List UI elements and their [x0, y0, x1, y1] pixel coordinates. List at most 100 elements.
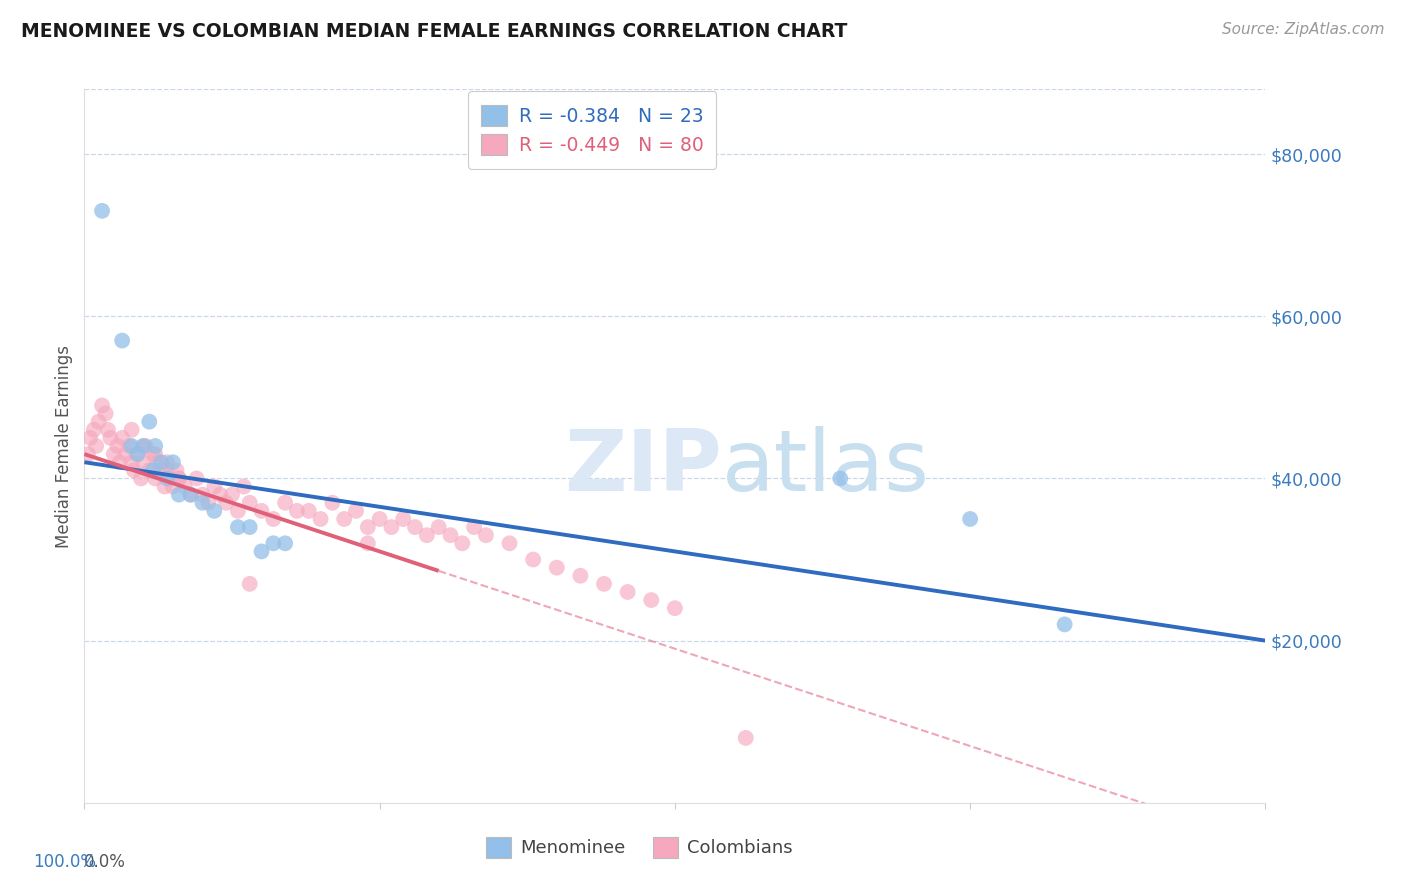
Point	[226, 504, 249, 518]
Point	[416, 528, 439, 542]
Y-axis label: Median Female Earnings: Median Female Earnings	[55, 344, 73, 548]
Point	[427, 520, 450, 534]
Point	[79, 431, 101, 445]
Point	[522, 552, 544, 566]
Point	[153, 479, 176, 493]
Point	[357, 520, 380, 534]
Point	[215, 496, 238, 510]
Point	[94, 407, 117, 421]
Point	[103, 447, 125, 461]
Point	[357, 536, 380, 550]
Point	[180, 488, 202, 502]
Point	[143, 439, 166, 453]
Point	[734, 731, 756, 745]
Text: 100.0%: 100.0%	[34, 853, 96, 871]
Point	[298, 504, 321, 518]
Point	[156, 463, 179, 477]
Point	[162, 479, 184, 493]
Point	[142, 463, 165, 477]
Point	[439, 528, 461, 542]
Point	[333, 512, 356, 526]
Point	[202, 479, 225, 493]
Point	[87, 415, 110, 429]
Point	[186, 471, 208, 485]
Text: Source: ZipAtlas.com: Source: ZipAtlas.com	[1222, 22, 1385, 37]
Point	[138, 415, 160, 429]
Point	[197, 496, 219, 510]
Point	[546, 560, 568, 574]
Point	[239, 577, 262, 591]
Point	[84, 439, 107, 453]
Point	[91, 203, 114, 218]
Point	[77, 447, 100, 461]
Point	[132, 439, 155, 453]
Point	[121, 439, 143, 453]
Point	[156, 455, 179, 469]
Point	[262, 536, 284, 550]
Point	[83, 423, 105, 437]
Point	[285, 504, 308, 518]
Point	[157, 471, 180, 485]
Point	[118, 439, 141, 453]
Point	[221, 488, 243, 502]
Point	[274, 536, 297, 550]
Point	[344, 504, 367, 518]
Point	[191, 488, 214, 502]
Point	[167, 471, 190, 485]
Point	[250, 544, 273, 558]
Point	[640, 593, 662, 607]
Point	[138, 463, 160, 477]
Text: 0.0%: 0.0%	[84, 853, 127, 871]
Point	[108, 455, 131, 469]
Point	[239, 496, 262, 510]
Point	[132, 455, 155, 469]
Point	[97, 423, 120, 437]
Point	[173, 479, 195, 493]
Text: atlas: atlas	[723, 425, 931, 509]
Point	[475, 528, 498, 542]
Point	[143, 471, 166, 485]
Point	[593, 577, 616, 591]
Point	[127, 447, 149, 461]
Point	[463, 520, 485, 534]
Point	[135, 439, 157, 453]
Point	[107, 439, 129, 453]
Text: ZIP: ZIP	[564, 425, 723, 509]
Point	[166, 463, 188, 477]
Point	[111, 431, 134, 445]
Point	[202, 504, 225, 518]
Point	[114, 447, 136, 461]
Point	[226, 520, 249, 534]
Point	[98, 431, 121, 445]
Text: MENOMINEE VS COLOMBIAN MEDIAN FEMALE EARNINGS CORRELATION CHART: MENOMINEE VS COLOMBIAN MEDIAN FEMALE EAR…	[21, 22, 848, 41]
Point	[368, 512, 391, 526]
Point	[239, 520, 262, 534]
Point	[380, 520, 402, 534]
Point	[167, 488, 190, 502]
Point	[129, 471, 152, 485]
Point	[127, 447, 149, 461]
Point	[121, 423, 143, 437]
Point	[143, 447, 166, 461]
Point	[150, 455, 173, 469]
Point	[309, 512, 332, 526]
Point	[569, 568, 592, 582]
Point	[404, 520, 426, 534]
Point	[959, 512, 981, 526]
Point	[191, 496, 214, 510]
Point	[142, 447, 165, 461]
Legend: Menominee, Colombians: Menominee, Colombians	[479, 830, 800, 865]
Point	[167, 471, 190, 485]
Point	[392, 512, 415, 526]
Point	[156, 471, 179, 485]
Point	[132, 439, 155, 453]
Point	[262, 512, 284, 526]
Point	[1053, 617, 1076, 632]
Point	[274, 496, 297, 510]
Point	[250, 504, 273, 518]
Point	[498, 536, 520, 550]
Point	[180, 488, 202, 502]
Point	[232, 479, 254, 493]
Point	[616, 585, 638, 599]
Point	[91, 399, 114, 413]
